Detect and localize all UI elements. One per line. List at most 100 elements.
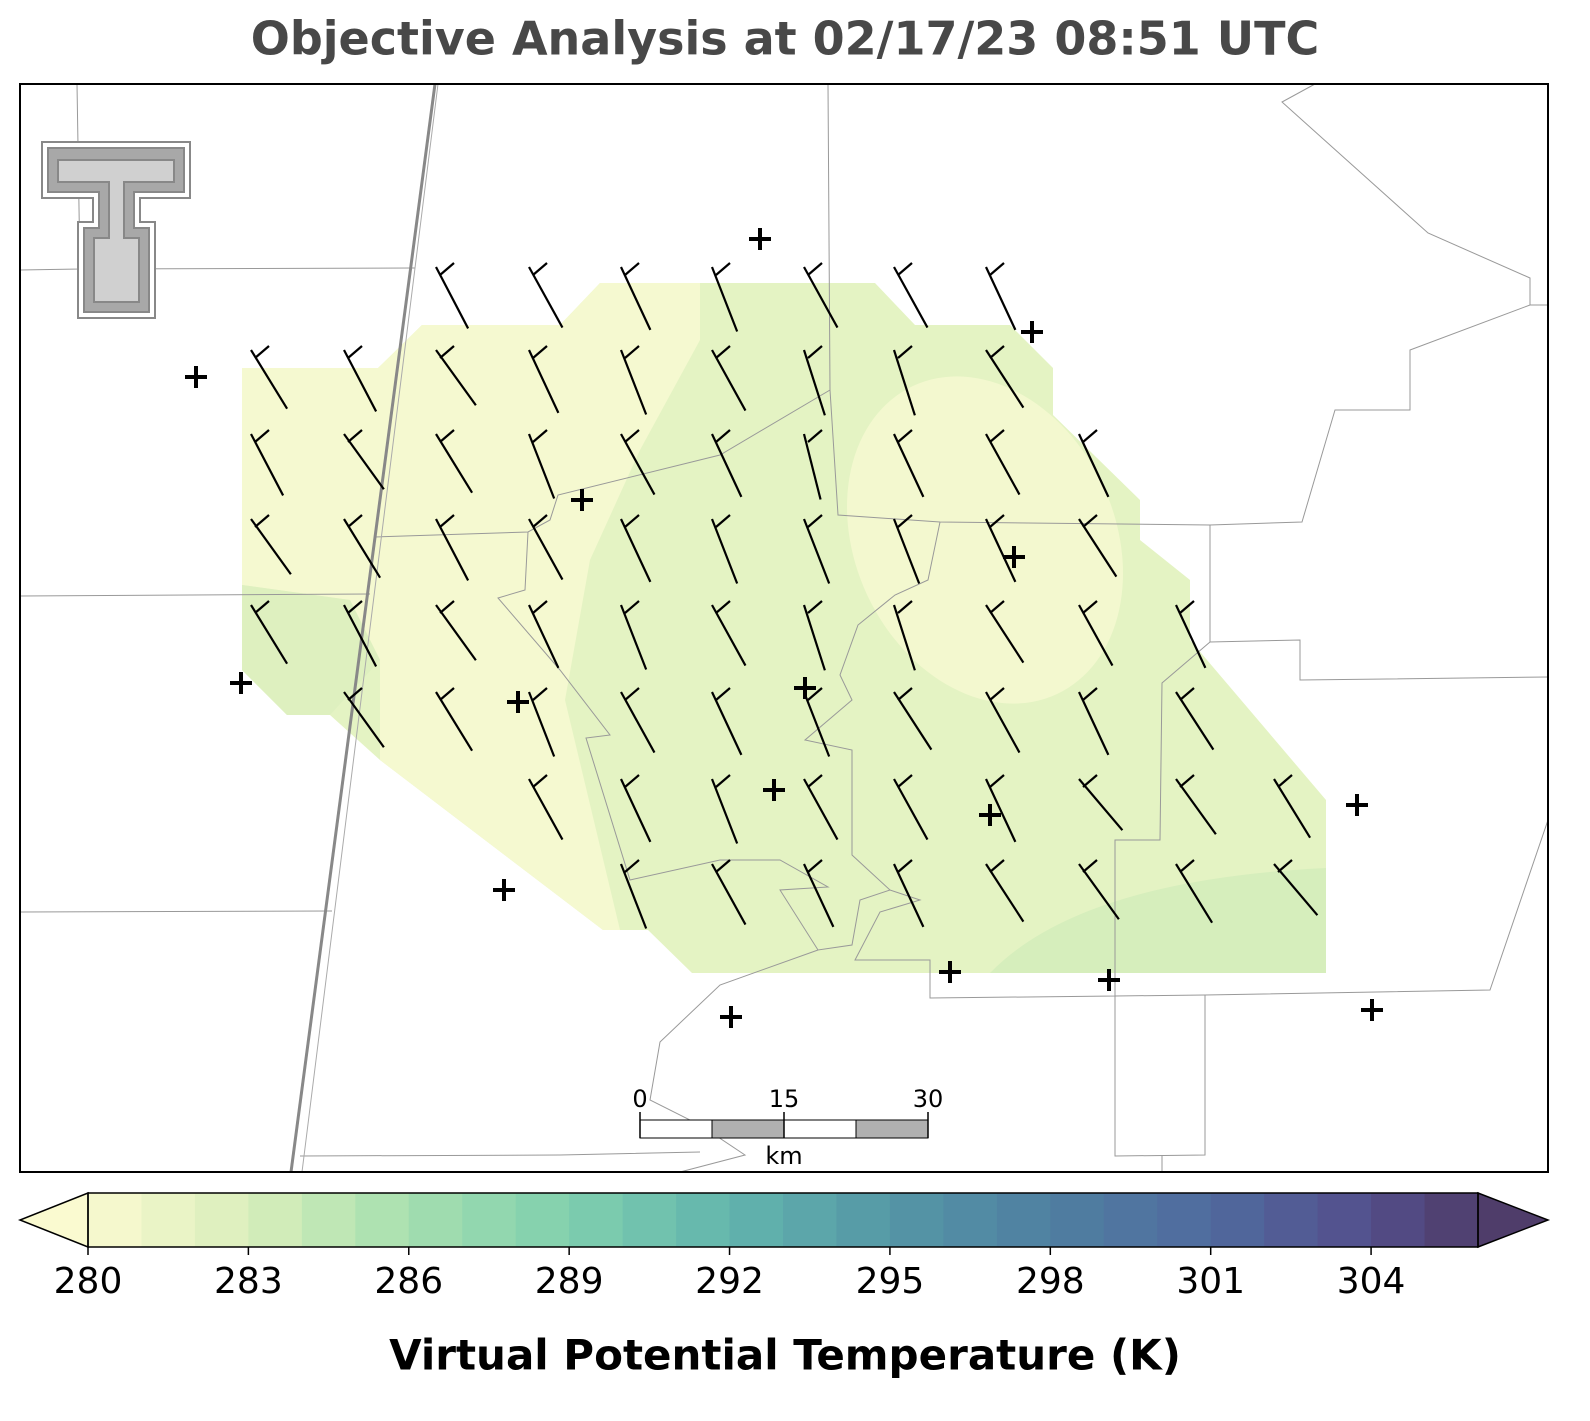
wind-barb-staff (802, 349, 826, 416)
analysis-field-high (242, 585, 380, 715)
wind-barb-staff (985, 433, 1021, 496)
colorbar-tick-label: 298 (1016, 1261, 1085, 1302)
wind-barb-staff (803, 863, 835, 928)
wind-barb-staff (802, 604, 826, 671)
wind-barb-flag (989, 429, 1005, 443)
wind-barb-flag (715, 687, 731, 701)
wind-barb-staff (435, 518, 470, 581)
wind-barb-flag (439, 345, 455, 359)
wind-barb-flag (989, 687, 1005, 701)
wind-barb-staff (985, 604, 1025, 664)
wind-barb-flag (624, 514, 640, 528)
colorbar-bin (88, 1193, 142, 1247)
wind-barb-staff (803, 778, 839, 841)
wind-barb-flag (807, 262, 823, 276)
wind-barb-flag (624, 262, 640, 276)
wind-barb-staff (985, 518, 1017, 583)
map-frame (19, 83, 1549, 1173)
colorbar-bin (1264, 1193, 1319, 1247)
colorbar-tick-label: 289 (535, 1261, 604, 1302)
colorbar-tick-label: 292 (695, 1261, 764, 1302)
highway (289, 83, 437, 1173)
wind-barb-flag (807, 859, 823, 873)
wind-barb-staff (1175, 604, 1207, 669)
wind-barb-staff (620, 433, 656, 496)
wind-barb-staff (711, 604, 747, 667)
scale-segment (639, 1119, 713, 1139)
wind-barb-flag (1082, 429, 1098, 443)
wind-barb-flag (1082, 600, 1098, 614)
map: km 0 15 30 (19, 83, 1549, 1173)
wind-barb-flag (1082, 514, 1098, 528)
county-line (1281, 83, 1548, 306)
colorbar-tick-label: 295 (856, 1261, 925, 1302)
wind-barb-staff (1273, 863, 1319, 916)
colorbar-bin (889, 1193, 944, 1247)
colorbar-bin (1157, 1193, 1212, 1247)
wind-barb-staff (985, 691, 1021, 754)
wind-barb-staff (711, 691, 743, 756)
wind-barb-flag (439, 429, 455, 443)
wind-barb-staff (250, 604, 289, 665)
wind-barb-staff (619, 604, 648, 670)
analysis-field-low (242, 283, 700, 930)
colorbar-bin (1371, 1193, 1426, 1247)
wind-barb-flag (897, 262, 913, 276)
colorbar-bin (943, 1193, 998, 1247)
wind-barb-staff (1175, 863, 1214, 924)
wind-barb-staff (1273, 778, 1312, 839)
county-line (1114, 819, 1549, 997)
wind-barb-staff (1078, 691, 1110, 756)
scale-segment (711, 1119, 785, 1139)
wind-barb-staff (710, 518, 739, 584)
wind-barb-staff (985, 863, 1025, 923)
wind-barb-staff (802, 691, 831, 757)
scale-unit: km (765, 1142, 802, 1170)
wind-barb-staff (343, 349, 378, 412)
wind-barb-flag (1277, 774, 1293, 788)
wind-barb-staff (620, 691, 656, 754)
wind-barb-flag (807, 514, 823, 528)
wind-barb-flag (989, 345, 1005, 359)
wind-barb-flag (715, 345, 731, 359)
wind-barb-flag (989, 600, 1005, 614)
scale-tick-label: 0 (632, 1085, 647, 1113)
wind-barb-flag (897, 774, 913, 788)
scale-tick-label: 30 (913, 1085, 944, 1113)
colorbar-tick-label: 301 (1176, 1261, 1245, 1302)
wind-barb-staff (711, 349, 747, 412)
wind-barb-flag (1179, 600, 1195, 614)
wind-barb-flag (347, 345, 363, 359)
wind-barb-staff (1078, 863, 1120, 920)
wind-barb-staff (1078, 778, 1124, 831)
colorbar-bin (1050, 1193, 1105, 1247)
wind-barb-flag (347, 600, 363, 614)
wind-barb-staff (985, 349, 1025, 409)
wind-barb-staff (620, 266, 652, 331)
wind-barb-staff (892, 518, 921, 584)
wind-barb-flag (1082, 687, 1098, 701)
highway (301, 83, 439, 1173)
wind-barb-flag (532, 514, 548, 528)
wind-barb-staff (343, 433, 385, 490)
county-line (19, 910, 333, 913)
colorbar-bin (836, 1193, 891, 1247)
wind-barb-flag (347, 429, 363, 443)
colorbar-bin (729, 1193, 784, 1247)
scale-segment (783, 1119, 857, 1139)
wind-barb-staff (1078, 518, 1118, 578)
wind-barb-staff (893, 266, 929, 329)
county-line (803, 521, 941, 891)
colorbar-bin (996, 1193, 1051, 1247)
wind-barb-staff (1175, 691, 1215, 751)
colorbar-bin (783, 1193, 837, 1247)
colorbar-bin (676, 1193, 731, 1247)
wind-barb-flag (897, 345, 913, 359)
county-line (829, 389, 1549, 681)
wind-barb-staff (528, 604, 560, 669)
wind-barb-flag (439, 262, 455, 276)
wind-barb-staff (435, 266, 470, 329)
wind-barb-staff (435, 604, 477, 661)
wind-barb-flag (715, 774, 731, 788)
wind-barb-staff (893, 433, 925, 498)
